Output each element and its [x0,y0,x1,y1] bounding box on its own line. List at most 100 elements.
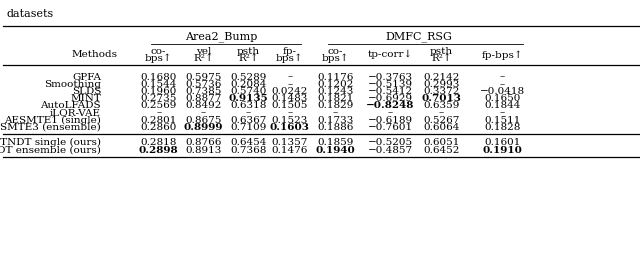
Text: 0.6367: 0.6367 [230,116,266,125]
Text: MINT: MINT [70,94,101,103]
Text: −0.0418: −0.0418 [480,87,525,96]
Text: 0.7368: 0.7368 [230,146,266,155]
Text: 0.1650: 0.1650 [484,94,520,103]
Text: 0.5740: 0.5740 [230,87,266,96]
Text: 0.8766: 0.8766 [186,138,221,147]
Text: Smoothing: Smoothing [44,80,101,89]
Text: 0.1511: 0.1511 [484,116,520,125]
Text: AESMTE1 (single): AESMTE1 (single) [4,116,101,125]
Text: 0.1523: 0.1523 [272,116,308,125]
Text: –: – [333,108,338,118]
Text: 0.7109: 0.7109 [230,123,266,132]
Text: Methods: Methods [72,50,118,59]
Text: R²↑: R²↑ [431,54,452,63]
Text: iLQR-VAE: iLQR-VAE [50,108,101,118]
Text: 0.1544: 0.1544 [141,80,177,89]
Text: fp-bps↑: fp-bps↑ [481,50,524,60]
Text: 0.2142: 0.2142 [424,72,460,82]
Text: −0.5412: −0.5412 [368,87,413,96]
Text: 0.6064: 0.6064 [424,123,460,132]
Text: 0.5975: 0.5975 [186,72,221,82]
Text: –: – [500,80,505,89]
Text: 0.1357: 0.1357 [272,138,308,147]
Text: –: – [287,80,292,89]
Text: –: – [500,108,505,118]
Text: 0.5289: 0.5289 [230,72,266,82]
Text: −0.6189: −0.6189 [368,116,413,125]
Text: bps↑: bps↑ [145,54,173,63]
Text: psth: psth [237,47,260,56]
Text: −0.5205: −0.5205 [368,138,413,147]
Text: –: – [439,108,444,118]
Text: −0.3763: −0.3763 [368,72,413,82]
Text: datasets: datasets [6,9,54,19]
Text: –: – [388,108,393,118]
Text: 0.1476: 0.1476 [272,146,308,155]
Text: 0.1940: 0.1940 [316,146,355,155]
Text: −0.7601: −0.7601 [368,123,413,132]
Text: R²↑: R²↑ [238,54,259,63]
Text: SLDS: SLDS [72,87,101,96]
Text: –: – [500,72,505,82]
Text: 0.8999: 0.8999 [184,123,223,132]
Text: 0.6359: 0.6359 [424,101,460,111]
Text: 0.2084: 0.2084 [230,80,266,89]
Text: 0.1910: 0.1910 [483,146,522,155]
Text: –: – [156,108,161,118]
Text: 0.1603: 0.1603 [270,123,310,132]
Text: –: – [201,108,206,118]
Text: −0.4857: −0.4857 [368,146,413,155]
Text: fp-: fp- [283,47,297,56]
Text: 0.0242: 0.0242 [272,87,308,96]
Text: 0.1733: 0.1733 [317,116,353,125]
Text: −0.8248: −0.8248 [366,101,415,111]
Text: 0.6454: 0.6454 [230,138,266,147]
Text: 0.1844: 0.1844 [484,101,520,111]
Text: 0.2993: 0.2993 [424,80,460,89]
Text: 0.8877: 0.8877 [186,94,221,103]
Text: 0.1601: 0.1601 [484,138,520,147]
Text: 0.8675: 0.8675 [186,116,221,125]
Text: –: – [287,108,292,118]
Text: 0.9135: 0.9135 [228,94,268,103]
Text: bps↑: bps↑ [321,54,349,63]
Text: STNDT single (ours): STNDT single (ours) [0,138,101,147]
Text: 0.2801: 0.2801 [141,116,177,125]
Text: AutoLFADS: AutoLFADS [40,101,101,111]
Text: 0.2569: 0.2569 [141,101,177,111]
Text: 0.1859: 0.1859 [317,138,353,147]
Text: STNDT ensemble (ours): STNDT ensemble (ours) [0,146,101,155]
Text: 0.1821: 0.1821 [317,94,353,103]
Text: 0.1202: 0.1202 [317,80,353,89]
Text: 0.1176: 0.1176 [317,72,353,82]
Text: 0.1680: 0.1680 [141,72,177,82]
Text: tp-corr↓: tp-corr↓ [368,50,413,59]
Text: 0.1243: 0.1243 [317,87,353,96]
Text: 0.2818: 0.2818 [141,138,177,147]
Text: DMFC_RSG: DMFC_RSG [385,31,452,42]
Text: GPFA: GPFA [72,72,101,82]
Text: vel: vel [196,47,211,56]
Text: −0.5139: −0.5139 [368,80,413,89]
Text: 0.1505: 0.1505 [272,101,308,111]
Text: 0.6452: 0.6452 [424,146,460,155]
Text: psth: psth [430,47,453,56]
Text: 0.3372: 0.3372 [424,87,460,96]
Text: 0.1828: 0.1828 [484,123,520,132]
Text: bps↑: bps↑ [276,54,304,63]
Text: 0.8492: 0.8492 [186,101,221,111]
Text: AESMTE3 (ensemble): AESMTE3 (ensemble) [0,123,101,132]
Text: –: – [246,108,251,118]
Text: 0.1960: 0.1960 [141,87,177,96]
Text: 0.8913: 0.8913 [186,146,221,155]
Text: 0.1886: 0.1886 [317,123,353,132]
Text: 0.2898: 0.2898 [139,146,179,155]
Text: 0.1829: 0.1829 [317,101,353,111]
Text: 0.7385: 0.7385 [186,87,221,96]
Text: 0.2860: 0.2860 [141,123,177,132]
Text: Area2_Bump: Area2_Bump [185,31,257,42]
Text: 0.6318: 0.6318 [230,101,266,111]
Text: co-: co- [151,47,166,56]
Text: 0.6051: 0.6051 [424,138,460,147]
Text: 0.5736: 0.5736 [186,80,221,89]
